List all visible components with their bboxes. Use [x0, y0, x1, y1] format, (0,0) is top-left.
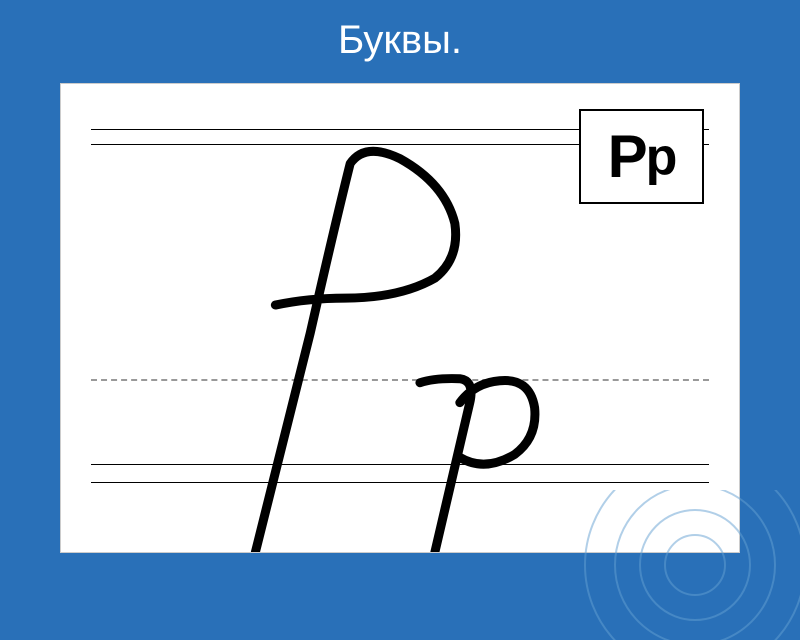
- writing-card: Рр: [60, 83, 740, 553]
- ripple-1: [665, 535, 725, 595]
- print-letter-box: Рр: [579, 109, 704, 204]
- guideline-baseline: [91, 464, 709, 465]
- print-letter-lower: р: [646, 127, 676, 187]
- guideline-midline: [91, 379, 709, 381]
- ripple-decoration: [570, 490, 800, 640]
- ripple-4: [585, 490, 800, 640]
- guideline-bottom: [91, 482, 709, 483]
- slide-title: Буквы.: [0, 0, 800, 73]
- cursive-lower-r: [420, 379, 535, 552]
- ripple-2: [640, 510, 750, 620]
- cursive-upper-r: [255, 151, 455, 552]
- print-letter-upper: Р: [608, 122, 646, 191]
